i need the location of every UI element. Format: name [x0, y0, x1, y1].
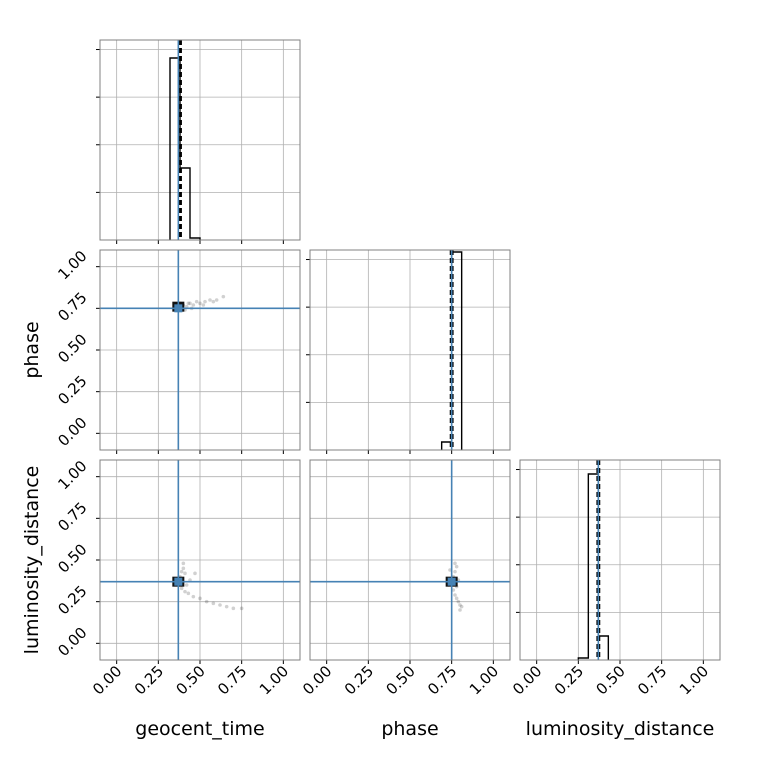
sample-point-geocent_time-luminosity_distance — [191, 594, 196, 599]
x-tick-label-geocent_time-1: 0.25 — [131, 662, 167, 698]
x-tick-label-luminosity_distance-3: 0.75 — [634, 662, 670, 698]
sample-point-geocent_time-luminosity_distance — [211, 601, 216, 606]
sample-point-geocent_time-luminosity_distance — [181, 561, 186, 566]
x-tick-label-geocent_time-2: 0.50 — [172, 662, 208, 698]
x-axis-label-luminosity-distance: luminosity_distance — [526, 718, 715, 740]
x-axis-label-phase: phase — [381, 718, 438, 740]
sample-point-phase-luminosity_distance — [454, 596, 459, 601]
sample-point-geocent_time-luminosity_distance — [186, 591, 191, 596]
panel-phase-vs-luminosity_distance-frame — [309, 459, 511, 661]
truth-marker-phase-luminosity_distance — [447, 577, 456, 586]
x-axis-label-geocent-time: geocent_time — [135, 718, 264, 740]
sample-point-phase-luminosity_distance — [453, 593, 457, 597]
x-tick-label-luminosity_distance-0: 0.00 — [509, 662, 545, 698]
x-tick-label-luminosity_distance-4: 1.00 — [676, 662, 712, 698]
sample-point-phase-luminosity_distance — [459, 604, 464, 609]
x-tick-label-phase-1: 0.25 — [341, 662, 377, 698]
panel-geocent_time-vs-phase-frame — [99, 249, 301, 451]
sample-point-geocent_time-phase — [194, 299, 199, 304]
x-tick-label-phase-2: 0.50 — [382, 662, 418, 698]
sample-point-phase-luminosity_distance — [458, 603, 462, 607]
y-tick-label-phase-4: 1.00 — [54, 247, 90, 283]
y-tick-label-phase-0: 0.00 — [54, 414, 90, 450]
y-tick-label-phase-2: 0.50 — [54, 330, 90, 366]
sample-point-geocent_time-phase — [208, 298, 212, 302]
panel-phase-histogram-frame — [309, 249, 511, 451]
sample-point-geocent_time-phase — [188, 301, 192, 306]
sample-point-geocent_time-luminosity_distance — [204, 599, 209, 604]
y-axis-label-phase: phase — [21, 321, 43, 378]
histogram-luminosity_distance — [577, 473, 610, 660]
sample-point-phase-luminosity_distance — [458, 608, 462, 612]
sample-point-geocent_time-luminosity_distance — [218, 603, 222, 607]
panel-geocent_time-histogram-frame — [99, 39, 301, 241]
sample-point-geocent_time-phase — [211, 299, 216, 304]
panel-luminosity_distance-histogram-frame — [519, 459, 721, 661]
sample-point-phase-luminosity_distance — [454, 564, 459, 569]
sample-point-geocent_time-luminosity_distance — [231, 606, 236, 611]
truth-marker-geocent_time-phase — [174, 304, 183, 313]
sample-point-phase-luminosity_distance — [453, 561, 457, 566]
sample-point-geocent_time-luminosity_distance — [183, 589, 187, 594]
x-tick-label-luminosity_distance-1: 0.25 — [551, 662, 587, 698]
sample-point-geocent_time-luminosity_distance — [193, 571, 197, 576]
sample-point-geocent_time-luminosity_distance — [239, 606, 244, 611]
sample-point-geocent_time-phase — [191, 303, 196, 307]
sample-point-geocent_time-phase — [203, 299, 207, 304]
y-tick-label-luminosity_distance-2: 0.50 — [54, 540, 90, 576]
sample-point-geocent_time-phase — [221, 294, 226, 299]
y-tick-label-luminosity_distance-4: 1.00 — [54, 457, 90, 493]
x-tick-label-phase-4: 1.00 — [466, 662, 502, 698]
x-tick-label-geocent_time-0: 0.00 — [89, 662, 125, 698]
y-axis-label-luminosity-distance: luminosity_distance — [21, 466, 43, 655]
y-tick-label-phase-1: 0.25 — [54, 372, 90, 408]
x-tick-label-phase-0: 0.00 — [299, 662, 335, 698]
sample-point-geocent_time-phase — [186, 301, 191, 306]
y-tick-label-luminosity_distance-0: 0.00 — [54, 624, 90, 660]
sample-point-phase-luminosity_distance — [456, 599, 461, 604]
y-tick-label-luminosity_distance-1: 0.25 — [54, 582, 90, 618]
y-tick-label-phase-3: 0.75 — [54, 289, 90, 325]
sample-point-geocent_time-luminosity_distance — [183, 571, 187, 576]
sample-point-geocent_time-luminosity_distance — [181, 566, 186, 571]
sample-point-geocent_time-luminosity_distance — [224, 604, 229, 609]
x-tick-label-geocent_time-4: 1.00 — [256, 662, 292, 698]
sample-point-phase-luminosity_distance — [453, 569, 457, 574]
sample-point-geocent_time-phase — [198, 301, 202, 306]
x-tick-label-phase-3: 0.75 — [424, 662, 460, 698]
y-tick-label-luminosity_distance-3: 0.75 — [54, 499, 90, 535]
sample-point-geocent_time-luminosity_distance — [198, 596, 202, 601]
sample-point-geocent_time-phase — [214, 298, 219, 302]
sample-point-geocent_time-luminosity_distance — [179, 569, 184, 574]
sample-point-geocent_time-luminosity_distance — [179, 586, 184, 591]
x-tick-label-luminosity_distance-2: 0.50 — [592, 662, 628, 698]
sample-point-geocent_time-luminosity_distance — [184, 583, 189, 587]
truth-marker-geocent_time-luminosity_distance — [174, 577, 183, 586]
panel-geocent_time-vs-luminosity_distance-frame — [99, 459, 301, 661]
histogram-geocent_time — [169, 57, 201, 240]
sample-point-geocent_time-phase — [201, 303, 206, 307]
x-tick-label-geocent_time-3: 0.75 — [214, 662, 250, 698]
